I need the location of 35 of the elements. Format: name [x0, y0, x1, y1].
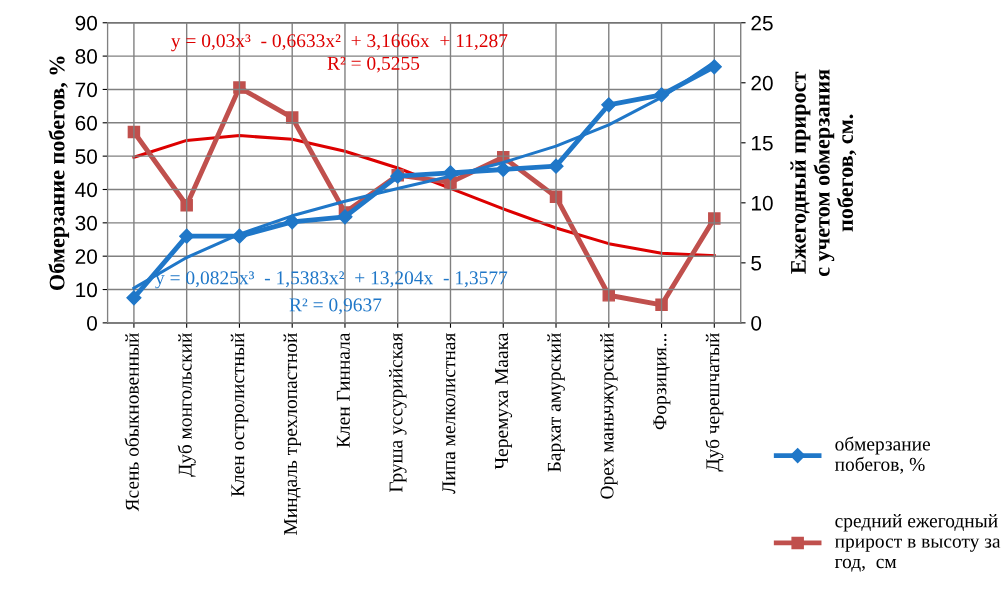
annotation: R² = 0,9637 — [289, 298, 382, 315]
x-tick-label: Орех маньчжурский — [600, 333, 618, 499]
y-tick-label: 80 — [75, 49, 97, 64]
x-tick-label: Ясень обыкновенный — [124, 333, 139, 512]
y2-axis-title: Ежегодный прирост с учетом обмерзания побегов, см. — [790, 69, 857, 277]
y2-tick-label: 20 — [751, 75, 773, 91]
y2-tick-label: 5 — [751, 256, 762, 271]
y-tick-label: 90 — [75, 15, 97, 31]
x-tick-label: Груша уссурийская — [389, 332, 407, 493]
x-tick-label: Черемуха Маака — [495, 332, 513, 470]
annotation: R² = 0,5255 — [327, 56, 420, 73]
y-axis-title: Обмерзание побегов, % — [48, 56, 70, 291]
y2-tick-label: 15 — [752, 136, 773, 151]
x-tick-label: Клен остролистный — [230, 333, 249, 497]
x-tick-label: Дуб монгольский — [177, 333, 196, 477]
x-tick-label: Форзиция... — [653, 333, 671, 430]
y-tick-label: 70 — [75, 82, 97, 98]
x-tick-label: Липа мелколистная — [442, 332, 456, 494]
y-tick-label: 10 — [76, 282, 97, 298]
y-tick-label: 40 — [75, 182, 97, 198]
x-tick-label: Дуб черешчатый — [705, 333, 724, 472]
y2-tick-label: 0 — [751, 315, 762, 331]
y-tick-label: 50 — [75, 149, 97, 164]
x-tick-label: Клен Гиннала — [336, 332, 350, 448]
x-tick-label: Бархат амурский — [547, 333, 565, 472]
y-tick-label: 0 — [87, 315, 97, 331]
legend-label: средний ежегодный прирост в высоту за год, см — [834, 513, 1001, 572]
y-tick-label: 30 — [75, 215, 97, 231]
y-tick-label: 60 — [75, 115, 97, 131]
y2-tick-label: 25 — [751, 15, 773, 31]
x-tick-label: Миндаль трехлопастной — [283, 333, 302, 535]
legend-label: обмерзание побегов, % — [834, 436, 931, 474]
y-tick-label: 20 — [75, 249, 97, 264]
annotation: y = 0,03x³ - 0,6633x² + 3,1666x + 11,287 — [171, 34, 508, 52]
y2-tick-label: 10 — [752, 195, 773, 211]
